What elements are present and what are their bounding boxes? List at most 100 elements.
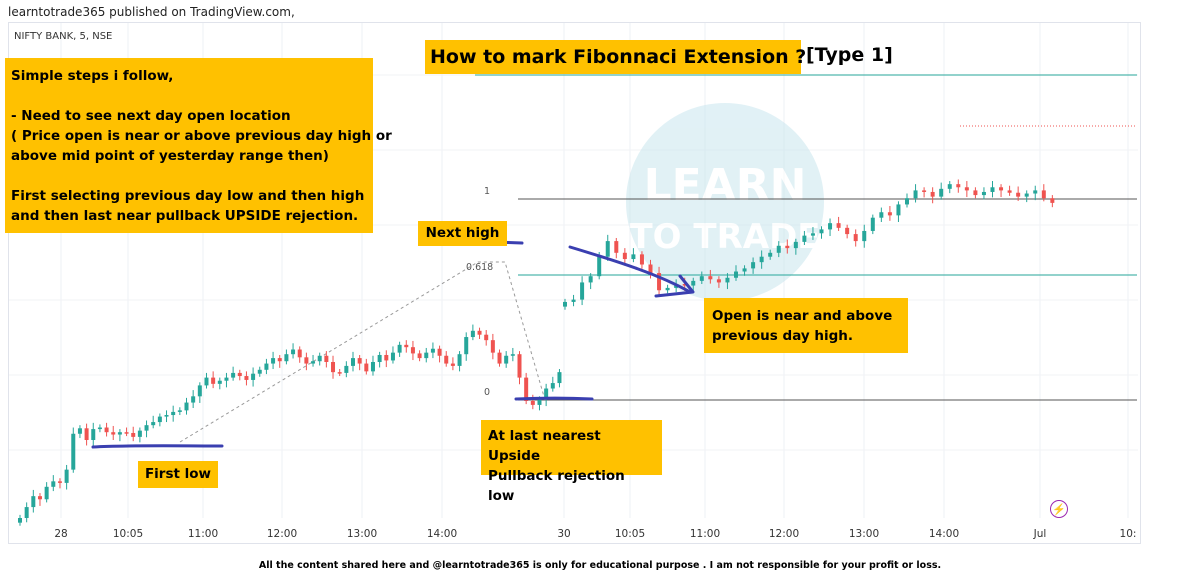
pullback-note: At last nearest Upside Pullback rejectio… (481, 420, 662, 504)
step-line: and then last near pullback UPSIDE rejec… (11, 208, 359, 224)
first-low-label: First low (138, 461, 218, 488)
candle-body (251, 373, 256, 380)
candle-body (51, 481, 56, 487)
first-low-underline (91, 444, 224, 449)
candle-body (588, 276, 593, 283)
candle-body (622, 252, 627, 260)
candle-body (742, 268, 747, 272)
candle-body (390, 352, 395, 361)
candle-body (964, 187, 969, 191)
fib-level-label: 0 (484, 387, 491, 398)
fib-level-label: 1 (484, 186, 491, 197)
candle-body (344, 365, 349, 373)
watermark-text-top: LEARN (644, 160, 807, 211)
x-tick-label: 30 (557, 528, 571, 540)
candle-body (828, 223, 833, 230)
candle-body (477, 330, 482, 335)
fib-trend-line (179, 261, 546, 443)
candle-body (571, 299, 576, 302)
candle-body (631, 254, 636, 260)
candle-body (444, 355, 449, 364)
candle-body (716, 279, 721, 283)
candle-body (257, 369, 262, 374)
candle-body (657, 273, 662, 291)
candle-body (484, 334, 489, 341)
candle-body (751, 262, 756, 269)
candle-body (450, 363, 455, 366)
candle-body (497, 352, 502, 364)
candle-body (930, 191, 935, 197)
candle-body (819, 229, 824, 234)
candle-body (845, 227, 850, 235)
candle-body (490, 340, 495, 353)
candle-body (351, 358, 355, 366)
candle-body (191, 396, 196, 403)
candle-body (510, 354, 515, 356)
candle-body (397, 344, 402, 353)
fibonacci-trend-lines (179, 261, 546, 443)
candle-body (104, 427, 109, 433)
fibonacci-extension-levels (475, 74, 1137, 401)
candle-body (377, 354, 382, 362)
candle-body (776, 245, 781, 253)
candle-body (725, 277, 730, 283)
candle-body (1016, 192, 1021, 197)
candle-body (550, 383, 555, 389)
candle-body (470, 330, 475, 338)
candles (18, 179, 1055, 526)
candle-body (939, 188, 944, 197)
candle-body (291, 349, 296, 355)
candle-body (665, 287, 670, 291)
candle-body (18, 518, 22, 523)
next-high-label: Next high (418, 221, 507, 246)
candle-body (324, 355, 329, 362)
candle-body (517, 354, 522, 378)
candle-body (537, 399, 542, 405)
candle-body (504, 355, 509, 364)
open-arrow-head (654, 274, 695, 298)
candle-body (417, 353, 422, 359)
candle-body (111, 432, 116, 435)
candle-body (879, 212, 884, 218)
candle-body (1041, 190, 1046, 199)
candle-body (217, 380, 222, 384)
candle-body (430, 348, 435, 353)
candle-body (97, 427, 102, 430)
candle-body (31, 496, 36, 508)
candle-body (277, 358, 282, 362)
candle-body (424, 352, 429, 359)
candle-body (862, 230, 867, 242)
candle-body (682, 284, 687, 286)
candle-body (124, 432, 129, 434)
publisher-header: learntotrade365 published on TradingView… (0, 0, 1200, 22)
candle-body (237, 372, 242, 377)
candle-body (204, 377, 209, 386)
candle-body (57, 481, 62, 483)
candle-body (437, 348, 442, 356)
candle-body (768, 252, 773, 257)
watermark-circle (626, 103, 824, 301)
candle-body (990, 187, 995, 192)
pullback-note-line: Pullback rejection low (488, 468, 625, 504)
candle-body (24, 507, 29, 518)
candle-body (708, 276, 713, 280)
candle-body (691, 280, 696, 286)
lightning-icon[interactable]: ⚡ (1050, 500, 1068, 518)
x-tick-label: 28 (54, 528, 68, 540)
candle-body (157, 416, 162, 423)
x-tick-label: 10:05 (614, 528, 646, 540)
candle-body (699, 276, 704, 281)
open-location-note: Open is near and above previous day high… (704, 298, 908, 353)
candle-body (1050, 198, 1055, 203)
candle-body (231, 372, 236, 378)
candle-body (639, 254, 644, 265)
candle-body (563, 301, 567, 307)
step-line (11, 166, 367, 186)
candle-body (887, 212, 892, 216)
symbol-label: NIFTY BANK, 5, NSE (14, 31, 113, 42)
candle-body (614, 241, 619, 253)
candle-body (580, 282, 585, 300)
open-arrow-shaft (568, 245, 692, 294)
candle-body (464, 337, 469, 355)
x-tick-label: 14:00 (426, 528, 458, 540)
